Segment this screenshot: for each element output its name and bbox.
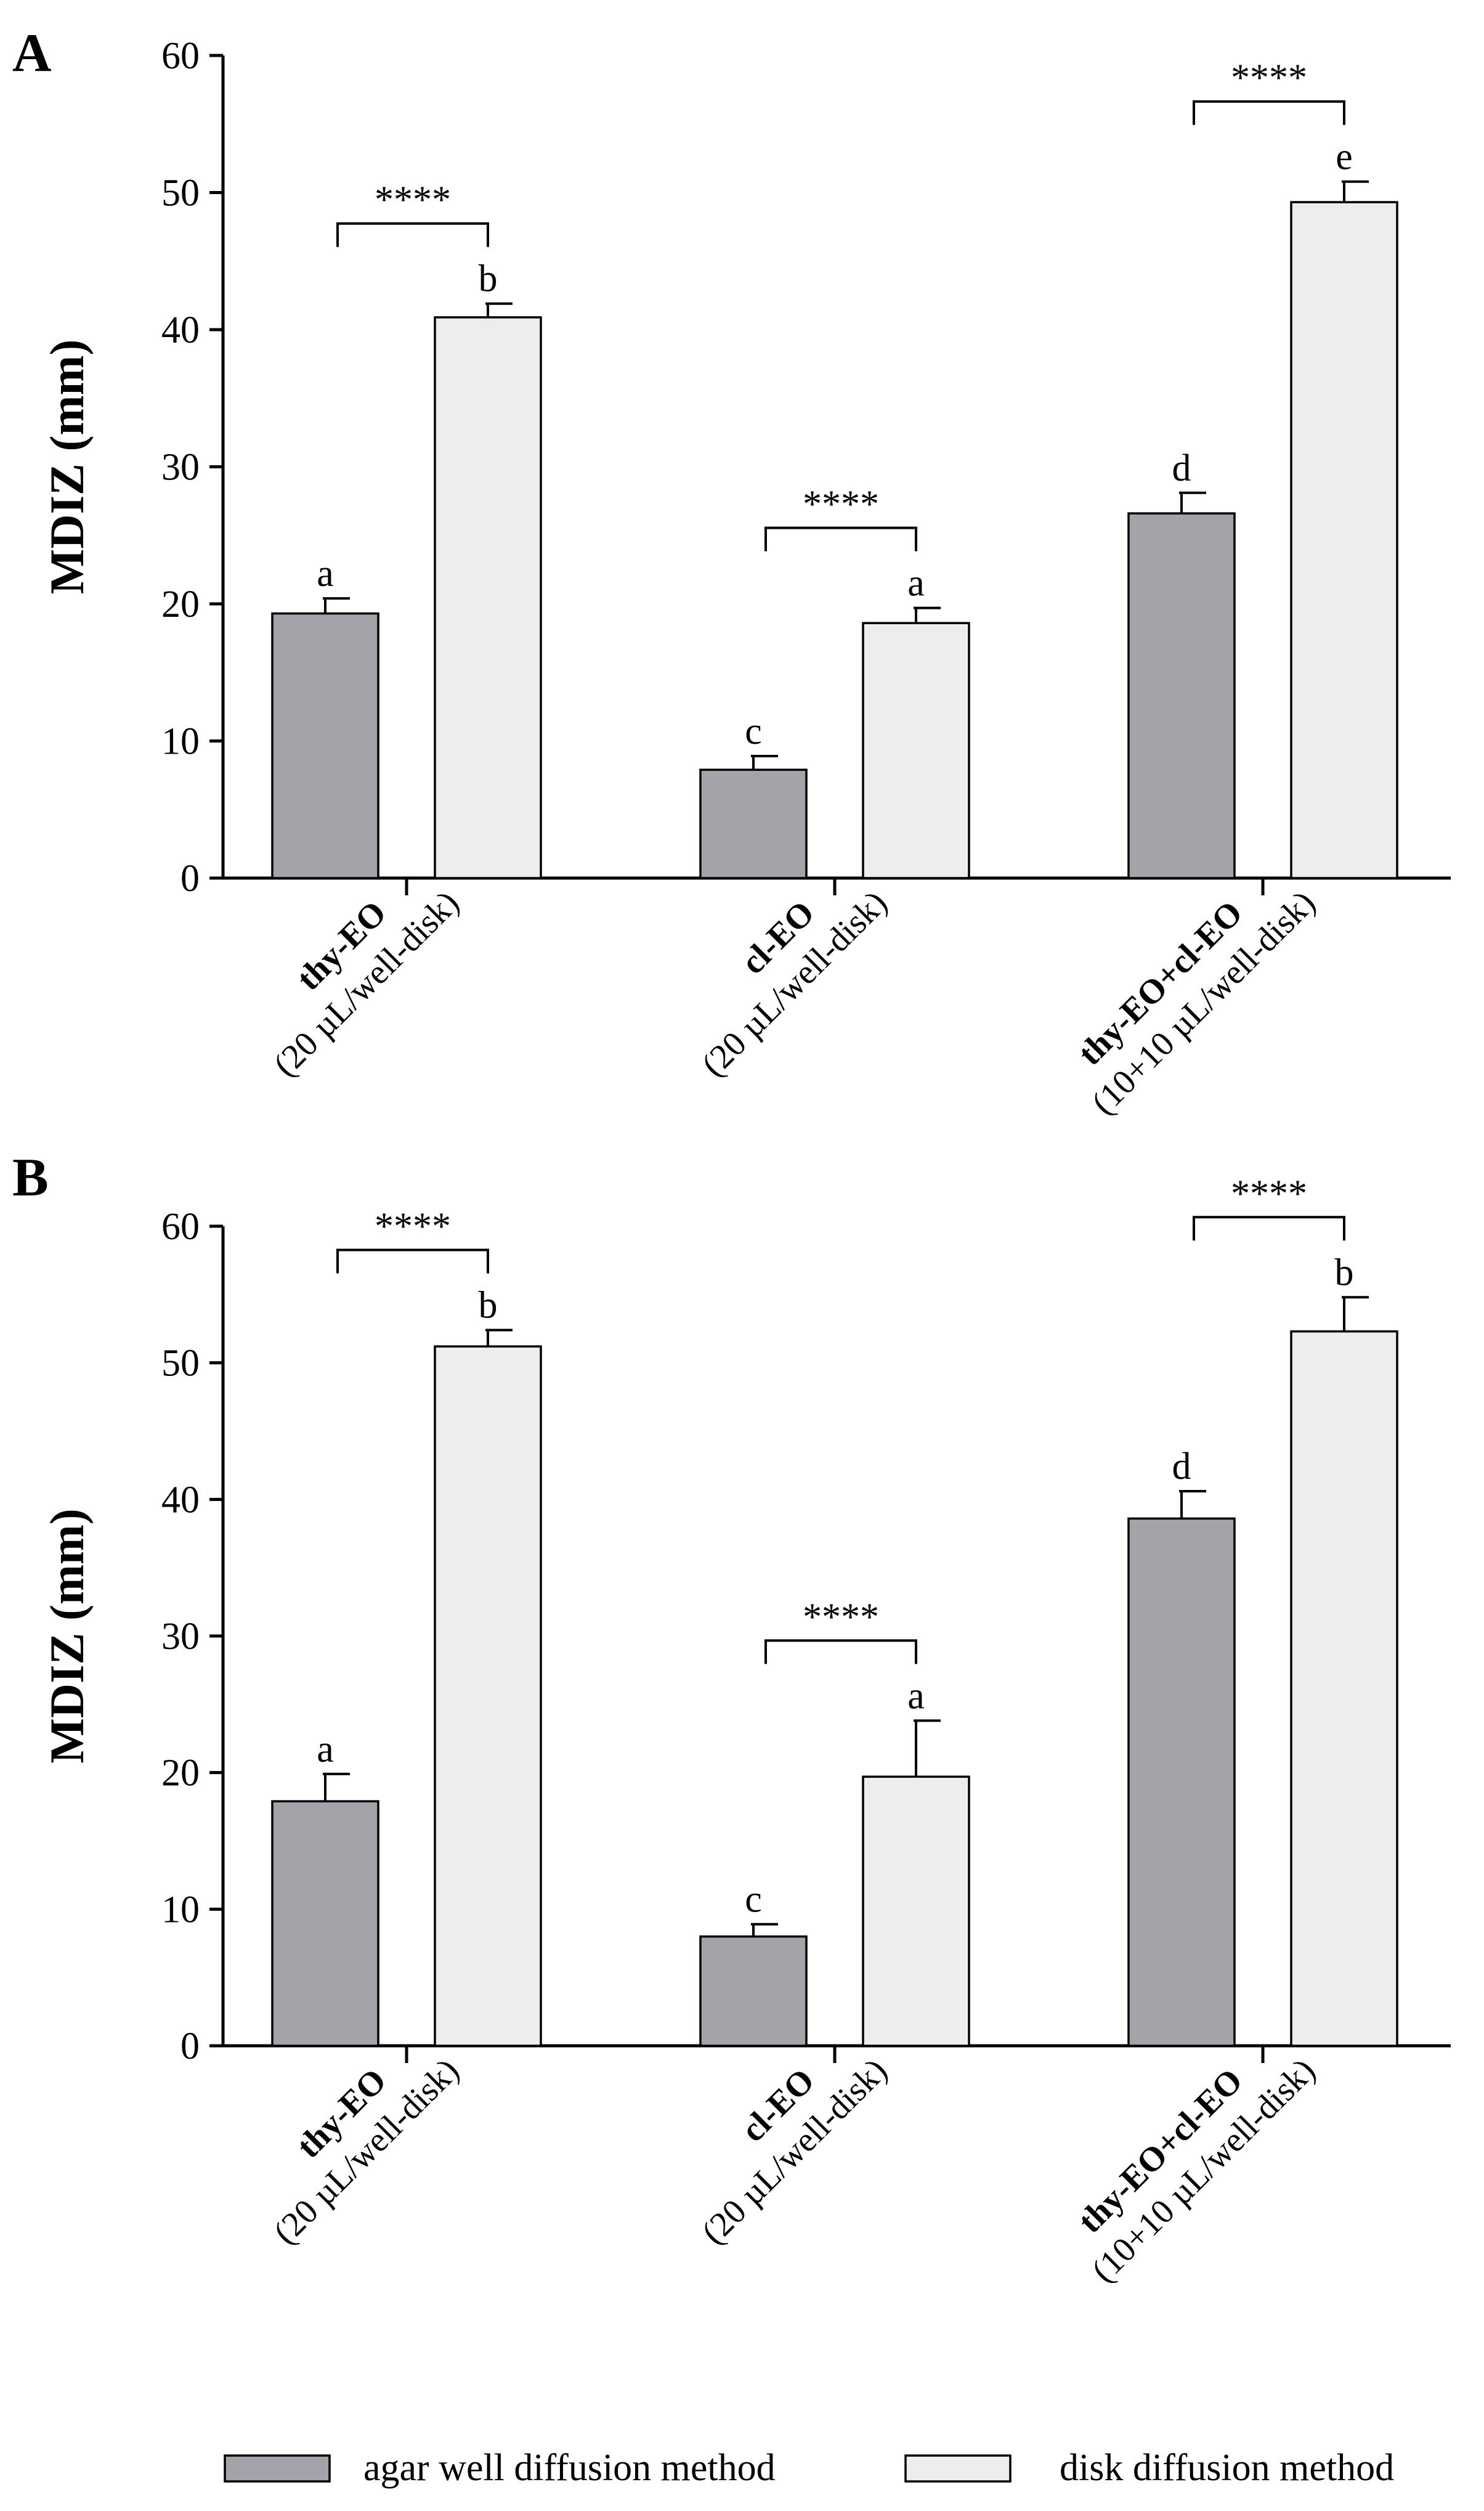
bar-disk-cl-eo [862,622,970,879]
y-axis-title: MDIZ (mm) [40,340,94,595]
bar-agar-thy-eo [271,612,379,879]
bar-disk-thy-eo [434,1345,542,2047]
legend-label-disk: disk diffusion method [1060,2447,1394,2489]
bar-disk-thy-eo-cl-eo [1290,201,1398,879]
category-label: thy-EO(20 µL/well-disk) [235,2020,466,2252]
y-tick-label: 10 [161,1889,200,1931]
significance-letter: b [1335,1251,1354,1293]
bar-disk-thy-eo-cl-eo [1290,1330,1398,2047]
significance-stars: **** [375,179,451,221]
significance-bracket [336,1248,489,1274]
significance-stars: **** [803,1596,879,1638]
bar-disk-thy-eo [434,316,542,879]
panel-b: B MDIZ (mm) 0 10 20 30 40 50 60 a b **** thy-EO(20 µ… [12,1148,1451,2290]
significance-stars: **** [1231,57,1307,99]
y-tick-label: 10 [161,721,200,763]
bar-agar-thy-eo-cl-eo [1127,1517,1236,2047]
y-tick-label: 60 [161,1206,200,1248]
category-label: thy-EO+cl-EO(10+10 µL/well-disk) [1053,2020,1323,2290]
category-label: thy-EO+cl-EO(10+10 µL/well-disk) [1053,852,1323,1122]
y-tick-label: 0 [180,2025,200,2067]
bar-agar-thy-eo [271,1800,379,2047]
panel-letter: B [12,1148,49,1208]
significance-letter: e [1336,136,1353,178]
y-tick-label: 20 [161,1752,200,1794]
significance-letter: a [907,1675,925,1717]
category-label: thy-EO(20 µL/well-disk) [235,852,466,1084]
bar-agar-cl-eo [699,1935,808,2047]
legend-label-agar: agar well diffusion method [363,2447,776,2489]
legend-swatch-disk [904,2454,1012,2483]
significance-letter: a [317,553,334,595]
y-tick-label: 30 [161,1616,200,1658]
y-tick-label: 40 [161,309,200,351]
y-tick-label: 0 [180,858,200,900]
panel-letter: A [12,23,52,83]
y-axis-title: MDIZ (mm) [40,1508,94,1764]
significance-letter: d [1172,1446,1191,1487]
significance-stars: **** [1231,1173,1307,1215]
significance-letter: c [745,1879,762,1921]
legend: agar well diffusion method disk diffusio… [224,2447,1394,2489]
category-label: cl-EO(20 µL/well-disk) [663,852,894,1084]
y-tick-label: 50 [161,173,200,214]
significance-letter: d [1172,447,1191,489]
significance-letter: b [479,258,498,300]
legend-swatch-agar [224,2454,331,2483]
significance-bracket [336,222,489,247]
y-tick-label: 50 [161,1343,200,1385]
y-tick-label: 40 [161,1479,200,1521]
significance-letter: c [745,710,762,752]
bar-agar-thy-eo-cl-eo [1127,512,1236,879]
significance-letter: a [317,1728,334,1770]
significance-stars: **** [803,484,879,526]
significance-letter: a [907,563,925,604]
significance-stars: **** [375,1205,451,1247]
significance-letter: b [479,1284,498,1326]
panel-a: A MDIZ (mm) 0 10 20 30 40 50 60 a b **** thy-EO(20 µ… [12,23,1451,1122]
y-tick-label: 20 [161,584,200,625]
y-tick-label: 60 [161,35,200,77]
y-tick-label: 30 [161,447,200,489]
category-label: cl-EO(20 µL/well-disk) [663,2020,894,2252]
significance-bracket [764,526,917,551]
significance-bracket [1193,1216,1345,1241]
bar-disk-cl-eo [862,1775,970,2047]
bar-agar-cl-eo [699,768,808,879]
significance-bracket [1193,100,1345,125]
significance-bracket [764,1639,917,1664]
